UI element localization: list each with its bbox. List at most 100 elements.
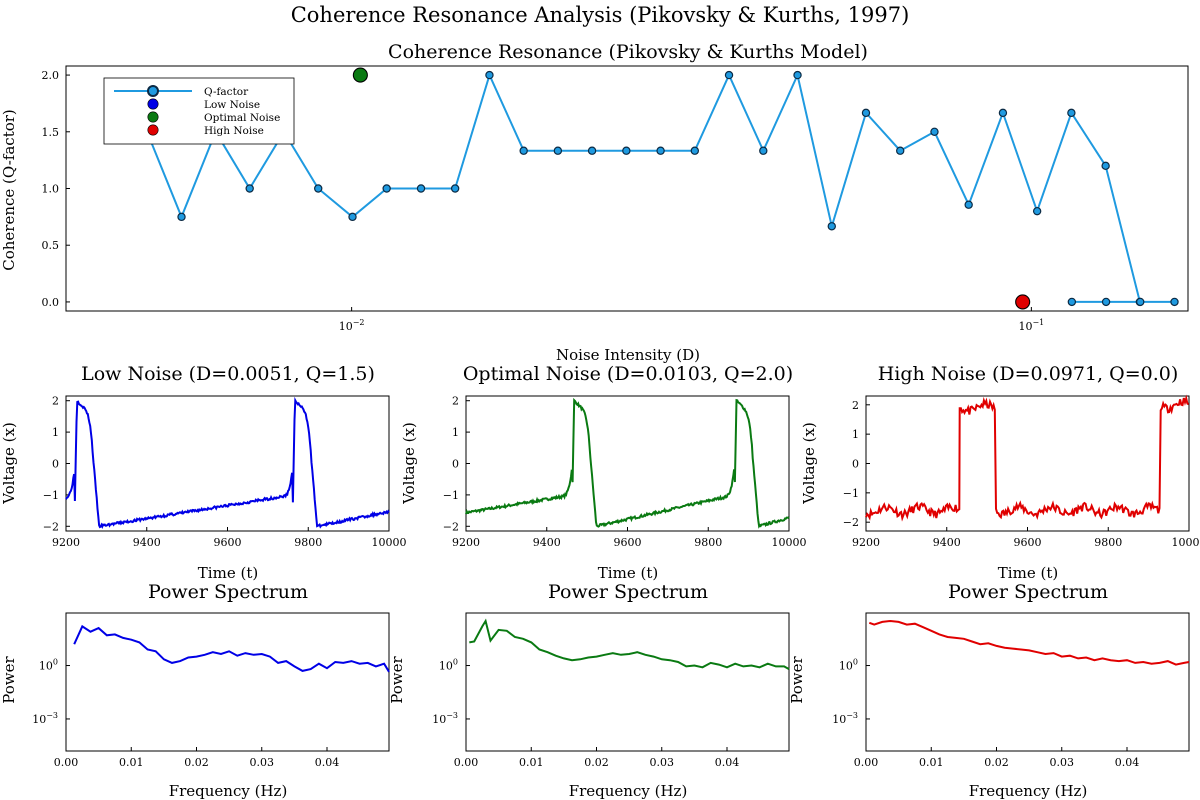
- ts-opt-x-tick-label: 9200: [452, 536, 480, 549]
- ts-opt-y-tick-label: 0: [452, 458, 459, 471]
- ps-opt-x-tick-label: 0.03: [650, 756, 675, 769]
- ps-opt-x-tick-label: 0.02: [584, 756, 609, 769]
- ts-high-y-tick-label: −2: [843, 516, 859, 529]
- figure-title: Coherence Resonance Analysis (Pikovsky &…: [291, 3, 910, 27]
- main-y-tick-label: 0.5: [42, 239, 60, 252]
- legend-label: Low Noise: [204, 99, 260, 111]
- main-y-tick-label: 0.0: [42, 296, 60, 309]
- q-factor-point: [382, 184, 391, 193]
- ps-low-y-tick-label: 10−3: [32, 711, 58, 726]
- q-factor-point: [930, 127, 939, 136]
- ts-high-y-tick-label: 0: [852, 458, 859, 471]
- ps-low-frame: [65, 612, 390, 752]
- q-factor-point: [1101, 161, 1110, 171]
- q-factor-point: [348, 212, 357, 222]
- legend-label: Optimal Noise: [204, 112, 280, 124]
- main-y-label: Coherence (Q-factor): [0, 109, 18, 271]
- ts-opt-y-tick-label: 2: [452, 395, 459, 408]
- ps-low-x-tick-label: 0.03: [250, 756, 275, 769]
- main-x-tick-label: 10−1: [1018, 318, 1044, 333]
- ps-low-x-label: Frequency (Hz): [169, 782, 288, 800]
- q-factor-point: [656, 146, 665, 155]
- ts-low-x-tick-label: 9600: [214, 536, 242, 549]
- ts-low-title: Low Noise (D=0.0051, Q=1.5): [81, 363, 375, 385]
- main-x-tick-label: 10−2: [339, 318, 365, 333]
- q-factor-point: [416, 184, 426, 193]
- ps-opt-y-tick-label: 10−3: [432, 711, 458, 726]
- ps-opt-series-line: [469, 618, 790, 670]
- q-factor-point: [553, 146, 563, 155]
- ts-high-x-tick-label: 9400: [933, 536, 961, 549]
- q-factor-point: [622, 146, 631, 155]
- q-factor-point: [690, 146, 700, 155]
- q-factor-point: [998, 108, 1008, 118]
- ps-opt-y-label: Power: [388, 655, 406, 703]
- q-factor-point: [724, 70, 734, 80]
- main-x-label: Noise Intensity (D): [556, 346, 700, 364]
- ts-low-y-tick-label: 1: [52, 426, 59, 439]
- q-factor-point: [587, 146, 597, 155]
- ps-high-y-tick-label: 10−3: [832, 711, 858, 726]
- main-y-tick-label: 1.5: [42, 126, 60, 139]
- q-factor-point: [861, 108, 871, 118]
- high-noise-marker: [1015, 294, 1031, 310]
- ps-opt-x-label: Frequency (Hz): [569, 782, 688, 800]
- ts-low-y-tick-label: 2: [52, 395, 59, 408]
- q-factor-point: [1101, 297, 1111, 307]
- ps-low-chart: Power Spectrum Frequency (Hz) Power 0.00…: [0, 581, 390, 800]
- ts-high-y-tick-label: 1: [852, 428, 859, 441]
- q-factor-point: [245, 184, 254, 193]
- ps-high-x-tick-label: 0.01: [919, 756, 944, 769]
- ps-high-x-label: Frequency (Hz): [969, 782, 1088, 800]
- ts-opt-x-tick-label: 9800: [694, 536, 722, 549]
- ps-opt-frame: [465, 612, 790, 752]
- ps-opt-x-tick-label: 0.01: [519, 756, 544, 769]
- ps-low-x-tick-label: 0.02: [184, 756, 209, 769]
- ts-low-x-tick-label: 9200: [52, 536, 80, 549]
- ps-low-x-tick-label: 0.04: [315, 756, 340, 769]
- ps-high-series-line: [868, 619, 1190, 666]
- ts-high-x-tick-label: 9200: [852, 536, 880, 549]
- ps-high-x-tick-label: 0.04: [1115, 756, 1140, 769]
- ps-high-y-tick-label: 100: [839, 658, 858, 673]
- legend-label: High Noise: [204, 125, 264, 137]
- ps-opt-chart: Power Spectrum Frequency (Hz) Power 0.00…: [388, 581, 790, 800]
- ps-high-chart: Power Spectrum Frequency (Hz) Power 0.00…: [788, 581, 1190, 800]
- ps-low-y-tick-label: 100: [39, 658, 58, 673]
- ps-opt-title: Power Spectrum: [548, 581, 708, 603]
- q-factor-point: [759, 146, 768, 155]
- ts-opt-frame: [465, 395, 790, 532]
- ts-low-y-tick-label: −2: [43, 520, 59, 533]
- ts-high-x-tick-label: 9600: [1014, 536, 1042, 549]
- ts-low-x-label: Time (t): [198, 564, 258, 582]
- ps-low-x-tick-label: 0.00: [54, 756, 79, 769]
- q-factor-point: [314, 184, 323, 193]
- ts-low-y-label: Voltage (x): [0, 422, 18, 505]
- ts-high-series-line: [865, 394, 1190, 522]
- ts-opt-y-tick-label: −2: [443, 520, 459, 533]
- ts-low-x-tick-label: 9800: [294, 536, 322, 549]
- ts-high-title: High Noise (D=0.0971, Q=0.0): [878, 363, 1179, 385]
- legend-box: [103, 77, 295, 145]
- ps-high-title: Power Spectrum: [948, 581, 1108, 603]
- ps-high-x-tick-label: 0.02: [984, 756, 1009, 769]
- ts-opt-chart: Optimal Noise (D=0.0103, Q=2.0) Time (t)…: [400, 363, 807, 582]
- legend-label: Q-factor: [204, 86, 249, 98]
- optimal-noise-marker: [352, 67, 368, 83]
- ts-high-x-tick-label: 10000: [1172, 536, 1200, 549]
- q-factor-point: [1136, 297, 1145, 307]
- ts-opt-y-tick-label: −1: [443, 489, 459, 502]
- ps-high-x-tick-label: 0.00: [854, 756, 879, 769]
- legend-marker: [147, 124, 159, 136]
- ts-low-x-tick-label: 10000: [372, 536, 407, 549]
- ps-high-x-tick-label: 0.03: [1050, 756, 1075, 769]
- ts-low-x-tick-label: 9400: [133, 536, 161, 549]
- q-factor-point: [793, 70, 802, 80]
- ts-high-y-label: Voltage (x): [800, 422, 818, 505]
- ts-high-chart: High Noise (D=0.0971, Q=0.0) Time (t) Vo…: [800, 363, 1200, 582]
- q-factor-point: [485, 70, 494, 80]
- ts-opt-x-tick-label: 10000: [772, 536, 807, 549]
- main-y-tick-label: 2.0: [42, 69, 60, 82]
